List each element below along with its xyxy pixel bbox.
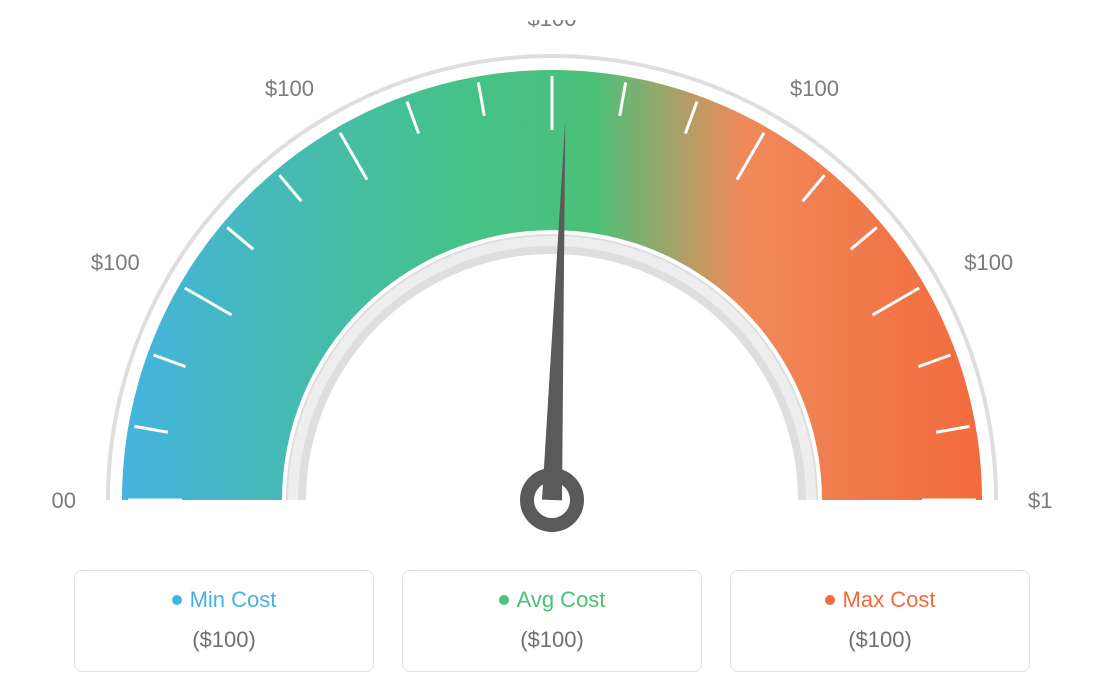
legend-head-max: Max Cost — [741, 587, 1019, 613]
gauge-svg: $100 $100 $100 $100 $100 $100 $100 — [52, 20, 1052, 540]
gauge-tick-label: $100 — [52, 488, 76, 513]
gauge-tick-label: $100 — [1028, 488, 1052, 513]
gauge-tick-label: $100 — [790, 76, 839, 101]
legend-value: ($100) — [741, 627, 1019, 653]
gauge-tick-label: $100 — [265, 76, 314, 101]
gauge-tick-label: $100 — [964, 250, 1013, 275]
legend-card-min: Min Cost ($100) — [74, 570, 374, 672]
dot-icon — [825, 595, 835, 605]
dot-icon — [172, 595, 182, 605]
dot-icon — [499, 595, 509, 605]
legend-label: Max Cost — [843, 587, 936, 613]
cost-gauge-chart: $100 $100 $100 $100 $100 $100 $100 — [52, 20, 1052, 540]
legend-value: ($100) — [413, 627, 691, 653]
legend-head-min: Min Cost — [85, 587, 363, 613]
legend-card-avg: Avg Cost ($100) — [402, 570, 702, 672]
legend-label: Avg Cost — [517, 587, 606, 613]
legend-label: Min Cost — [190, 587, 277, 613]
gauge-tick-label: $100 — [528, 20, 577, 31]
legend-head-avg: Avg Cost — [413, 587, 691, 613]
legend-card-max: Max Cost ($100) — [730, 570, 1030, 672]
legend-value: ($100) — [85, 627, 363, 653]
legend-row: Min Cost ($100) Avg Cost ($100) Max Cost… — [20, 570, 1084, 672]
gauge-tick-label: $100 — [91, 250, 140, 275]
